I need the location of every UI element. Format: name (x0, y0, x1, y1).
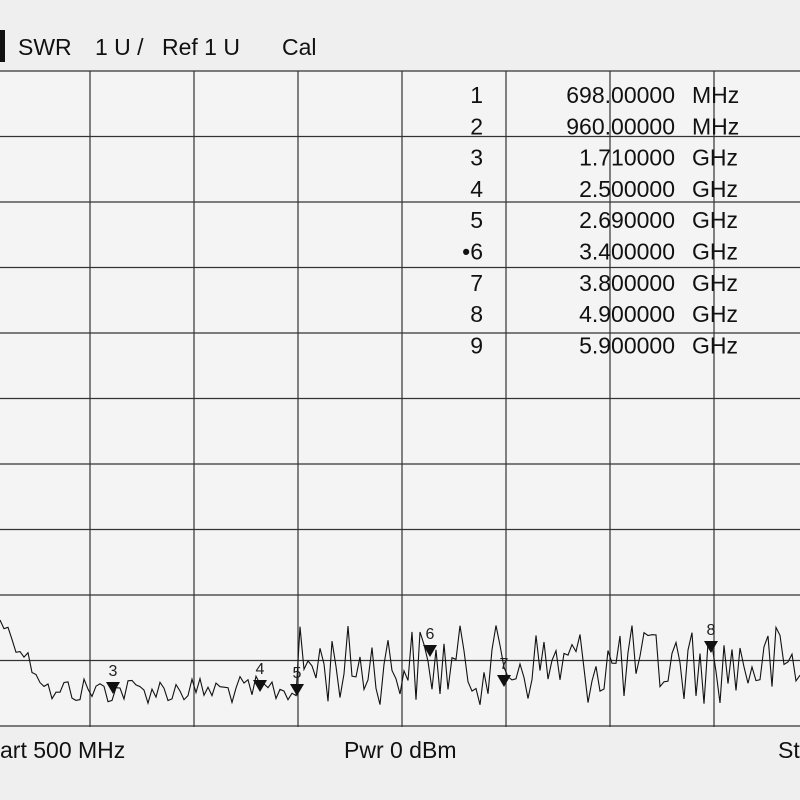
marker-frequency: 2.690000 (579, 207, 675, 233)
marker-unit: GHz (692, 207, 738, 233)
marker-label: 4 (256, 661, 265, 678)
marker-triangle (106, 682, 120, 694)
marker-frequency: 3.400000 (579, 239, 675, 265)
marker-number: 4 (470, 176, 483, 202)
marker-unit: GHz (692, 270, 738, 296)
marker-number: 7 (470, 270, 483, 296)
marker-frequency: 960.00000 (566, 113, 675, 139)
grid (0, 70, 800, 727)
marker-triangle (253, 680, 267, 692)
reference: Ref 1 U (162, 34, 240, 60)
scale: 1 U / (95, 34, 144, 60)
marker-unit: GHz (692, 145, 738, 171)
marker-unit: MHz (692, 113, 739, 139)
trace-indicator (0, 30, 5, 62)
marker-number: 5 (470, 207, 483, 233)
marker-frequency: 3.800000 (579, 270, 675, 296)
trace: 3 4 5 6 7 8 (0, 619, 800, 706)
marker-frequency: 2.500000 (579, 176, 675, 202)
marker-number: 1 (470, 82, 483, 108)
marker-number: 8 (470, 301, 483, 327)
status: Cal (282, 34, 317, 60)
marker-label: 7 (500, 656, 509, 673)
marker-label: 5 (293, 665, 302, 682)
start-frequency: art 500 MHz (0, 737, 125, 763)
stop-frequency: St (778, 737, 800, 763)
marker-frequency: 5.900000 (579, 332, 675, 358)
marker-triangle (497, 675, 511, 687)
marker-frequency: 1.710000 (579, 145, 675, 171)
marker-unit: MHz (692, 82, 739, 108)
marker-triangle (423, 645, 437, 657)
marker-number: •6 (462, 239, 483, 265)
marker-label: 3 (109, 663, 118, 680)
marker-table: 1 698.00000 MHz 2 960.00000 MHz 3 1.710000 GHz 4 2… (462, 82, 739, 358)
marker-triangle (290, 684, 304, 696)
marker-triangle (704, 641, 718, 653)
marker-unit: GHz (692, 176, 738, 202)
marker-label: 6 (426, 626, 435, 643)
marker-unit: GHz (692, 332, 738, 358)
marker-number: 3 (470, 145, 483, 171)
marker-number: 2 (470, 113, 483, 139)
marker-unit: GHz (692, 239, 738, 265)
trace-line (0, 619, 800, 706)
trace-name: SWR (18, 34, 72, 60)
marker-frequency: 698.00000 (566, 82, 675, 108)
power: Pwr 0 dBm (344, 737, 456, 763)
marker-number: 9 (470, 332, 483, 358)
marker-unit: GHz (692, 301, 738, 327)
marker-frequency: 4.900000 (579, 301, 675, 327)
marker-label: 8 (707, 622, 716, 639)
